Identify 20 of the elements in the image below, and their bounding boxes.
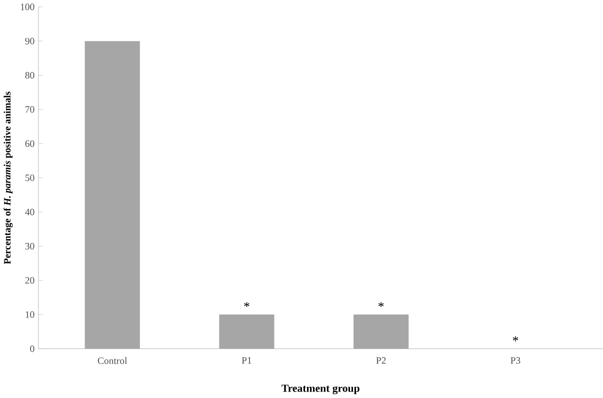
- x-tick-label: Control: [98, 357, 128, 364]
- annotation: *: [378, 302, 384, 308]
- x-tick-label: P1: [242, 357, 252, 364]
- y-tick-label: 20: [25, 277, 34, 284]
- y-tick-label: 40: [25, 208, 34, 216]
- y-tick-label: 30: [25, 243, 34, 250]
- y-tick-label: 90: [25, 38, 34, 44]
- y-axis-title: Percentage of H. paramis positive animals: [4, 92, 13, 264]
- y-tick-label: 80: [25, 72, 34, 79]
- x-tick-label: P2: [376, 357, 386, 364]
- y-tick-label: 10: [26, 311, 34, 318]
- y-tick-label: 100: [20, 4, 34, 10]
- y-tick-label: 0: [30, 346, 34, 352]
- x-tick-label: P3: [510, 357, 520, 364]
- x-axis-title: Treatment group: [282, 384, 360, 394]
- annotation: *: [512, 336, 518, 342]
- y-tick-label: 60: [25, 140, 34, 148]
- annotation: *: [244, 302, 250, 308]
- y-tick-label: 50: [25, 174, 34, 182]
- y-tick-label: 70: [26, 106, 34, 113]
